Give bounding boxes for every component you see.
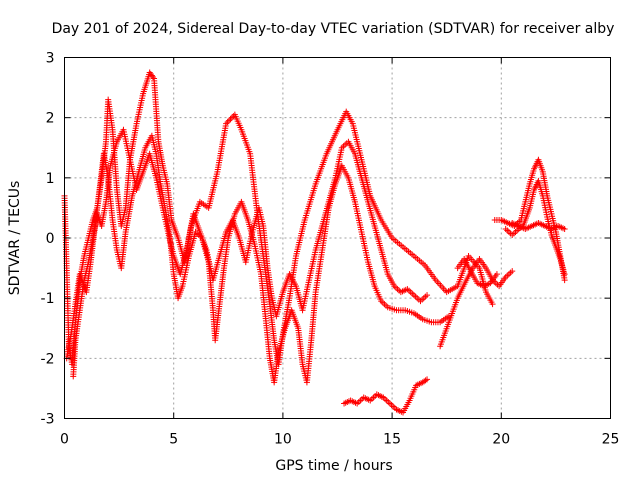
data-point: [561, 225, 568, 232]
series-track-2: [63, 132, 452, 386]
series-track-4: [437, 256, 516, 350]
data-point: [561, 271, 568, 278]
chart-title: Day 201 of 2024, Sidereal Day-to-day VTE…: [52, 21, 615, 37]
series-track-7: [509, 219, 568, 232]
data-point: [493, 271, 500, 278]
y-tick-label: 2: [46, 111, 55, 127]
data-point: [226, 117, 233, 124]
y-tick-label: -3: [41, 412, 55, 428]
x-tick-label: 20: [492, 432, 510, 448]
x-tick-label: 25: [602, 432, 620, 448]
grid: [64, 57, 611, 419]
series-track-5: [491, 156, 568, 284]
y-tick-label: 3: [46, 51, 55, 67]
data-point: [509, 268, 516, 275]
y-tick-label: 0: [46, 231, 55, 247]
data-points: [61, 69, 568, 416]
axis-ticks: 0 5 10 15 20 25 -3 -2 -1 0 1 2 3: [41, 51, 620, 448]
data-point: [422, 377, 429, 384]
x-tick-label: 10: [274, 432, 292, 448]
y-tick-label: -1: [41, 291, 55, 307]
series-track-9: [454, 256, 500, 290]
data-point: [424, 376, 431, 383]
x-tick-label: 0: [60, 432, 69, 448]
data-point: [489, 301, 496, 308]
x-axis-label: GPS time / hours: [275, 458, 392, 474]
x-tick-label: 15: [383, 432, 401, 448]
data-point: [424, 292, 431, 299]
data-point: [227, 116, 234, 123]
series-track-8: [341, 376, 431, 416]
y-axis-label: SDTVAR / TECUs: [7, 181, 23, 296]
y-tick-label: -2: [41, 351, 55, 367]
data-point: [228, 114, 235, 121]
series-track-3: [70, 126, 431, 380]
y-tick-label: 1: [46, 171, 55, 187]
data-point: [561, 277, 568, 284]
x-tick-label: 5: [169, 432, 178, 448]
